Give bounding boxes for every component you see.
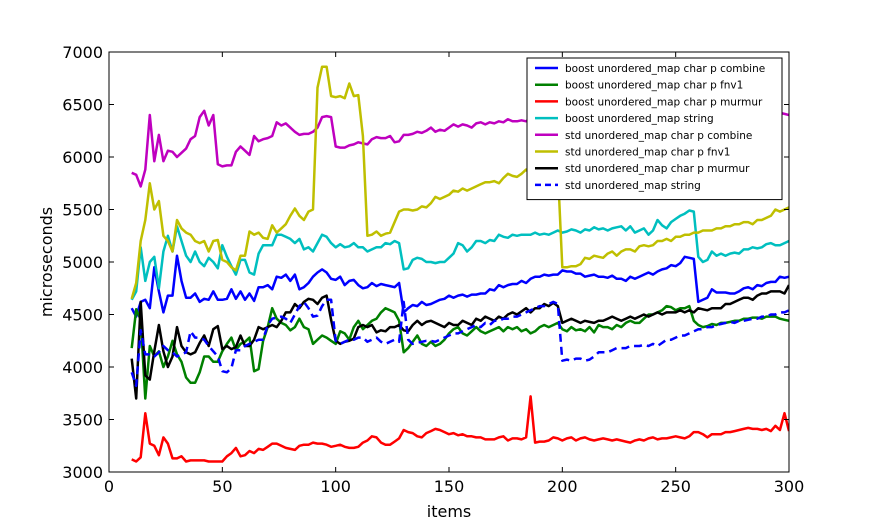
- x-tick-label: 300: [774, 477, 805, 496]
- legend-label: boost unordered_map char p fnv1: [565, 80, 743, 92]
- y-tick-label: 4000: [62, 358, 103, 377]
- y-tick-label: 6000: [62, 148, 103, 167]
- x-tick-label: 250: [660, 477, 691, 496]
- y-tick-label: 5500: [62, 201, 103, 220]
- x-tick-label: 0: [104, 477, 114, 496]
- x-tick-label: 200: [547, 477, 578, 496]
- legend-box: [526, 57, 783, 201]
- series-line-3: [131, 395, 789, 463]
- legend-label: std unordered_map char p fnv1: [565, 147, 730, 159]
- series-line-4: [130, 209, 789, 301]
- y-tick-label: 3500: [62, 411, 103, 430]
- legend-label: boost unordered_map string: [565, 113, 714, 125]
- series-line-8: [130, 298, 789, 388]
- series-line-6: [130, 65, 789, 300]
- series-line-7: [130, 284, 789, 400]
- series-line-2: [130, 304, 789, 400]
- x-tick-label: 150: [434, 477, 465, 496]
- y-tick-label: 5000: [62, 253, 103, 272]
- legend-label: std unordered_map string: [565, 180, 701, 192]
- series-layer: [130, 65, 789, 463]
- x-tick-label: 100: [320, 477, 351, 496]
- x-tick-label: 50: [212, 477, 232, 496]
- ticks-layer: 0 50 100 150 200 250 300 3000 3500 4000 4500 5000 55…: [62, 43, 804, 496]
- y-tick-label: 6500: [62, 96, 103, 115]
- y-tick-label: 4500: [62, 306, 103, 325]
- x-axis-label: items: [427, 502, 471, 521]
- legend-label: std unordered_map char p combine: [565, 130, 752, 142]
- series-line-1: [130, 254, 789, 318]
- legend: boost unordered_map char p combine boost …: [526, 57, 783, 201]
- legend-label: boost unordered_map char p murmur: [565, 96, 763, 108]
- y-tick-label: 7000: [62, 43, 103, 62]
- legend-label: std unordered_map char p murmur: [565, 163, 750, 175]
- y-tick-label: 3000: [62, 463, 103, 482]
- y-axis-label: microseconds: [37, 207, 56, 317]
- legend-label: boost unordered_map char p combine: [565, 63, 765, 75]
